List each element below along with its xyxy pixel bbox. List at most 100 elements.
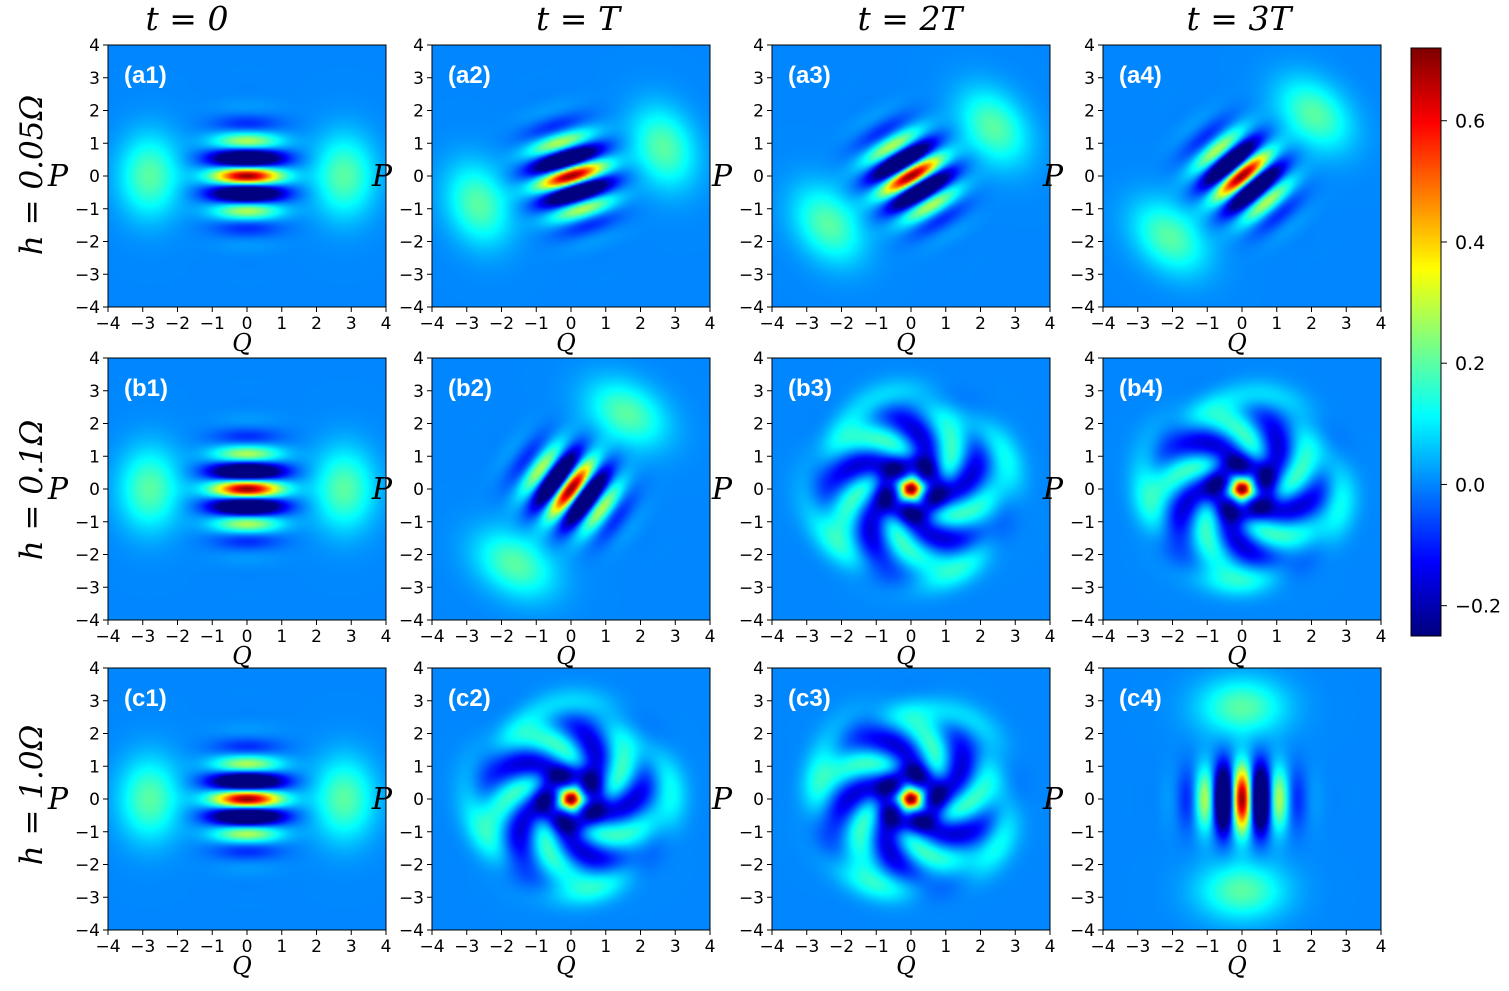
y-tick-label: 3	[1084, 69, 1095, 89]
x-tick-label: 4	[381, 627, 392, 647]
x-tick-label: −4	[759, 937, 784, 957]
heatmap-image	[432, 668, 710, 930]
x-tick-label: 0	[566, 937, 577, 957]
x-tick-label: −4	[95, 314, 120, 334]
x-tick-label: −4	[759, 627, 784, 647]
x-tick-label: −1	[200, 314, 225, 334]
y-tick-label: 4	[89, 36, 100, 56]
y-tick-label: −2	[399, 546, 424, 566]
y-axis-label: P	[47, 782, 69, 817]
x-tick-label: −4	[1090, 314, 1115, 334]
y-tick-label: −3	[1070, 578, 1095, 598]
y-tick-label: 2	[753, 725, 764, 745]
y-tick-label: −4	[399, 298, 424, 318]
x-tick-label: 3	[1341, 937, 1352, 957]
heatmap-image	[772, 358, 1050, 620]
panel-label: (c4)	[1119, 685, 1162, 712]
x-tick-label: 2	[1306, 627, 1317, 647]
heatmap-image	[432, 45, 710, 307]
y-tick-label: −3	[399, 265, 424, 285]
x-tick-label: −3	[130, 314, 155, 334]
x-tick-label: 1	[600, 937, 611, 957]
x-axis-label: Q	[556, 952, 576, 980]
x-axis-label: Q	[896, 952, 916, 980]
x-tick-label: 2	[975, 937, 986, 957]
x-axis-label: Q	[1227, 329, 1247, 357]
y-tick-label: 0	[413, 480, 424, 500]
x-tick-label: 1	[1271, 627, 1282, 647]
y-tick-label: 2	[413, 725, 424, 745]
x-tick-label: −2	[1160, 627, 1185, 647]
x-tick-label: 4	[381, 314, 392, 334]
y-tick-label: −1	[75, 513, 100, 533]
y-tick-label: 3	[413, 692, 424, 712]
y-tick-label: 3	[413, 382, 424, 402]
panel-c2: (c2) −4 −3 −2 −1 0 1 2 3 4 4 3 2 1 0 −1 −2 −3 −4 Q P	[371, 659, 716, 980]
x-tick-label: 2	[1306, 314, 1317, 334]
colorbar-frame	[1410, 47, 1442, 637]
y-tick-label: 4	[413, 349, 424, 369]
x-axis-label: Q	[896, 329, 916, 357]
panel-b4: (b4) −4 −3 −2 −1 0 1 2 3 4 4 3 2 1 0 −1 −2 −3 −4 Q P	[1042, 349, 1387, 670]
panel-b3: (b3) −4 −3 −2 −1 0 1 2 3 4 4 3 2 1 0 −1 −2 −3 −4 Q P	[711, 349, 1056, 670]
x-tick-label: −2	[165, 314, 190, 334]
x-tick-label: −1	[1195, 937, 1220, 957]
x-axis-label: Q	[556, 329, 576, 357]
y-tick-label: 4	[1084, 659, 1095, 679]
x-tick-label: −2	[489, 937, 514, 957]
y-tick-label: −4	[75, 921, 100, 941]
x-tick-label: 4	[381, 937, 392, 957]
y-tick-label: 3	[753, 692, 764, 712]
x-tick-label: −3	[454, 937, 479, 957]
x-axis-label: Q	[232, 329, 252, 357]
y-tick-label: 3	[413, 69, 424, 89]
x-tick-label: 4	[1045, 937, 1056, 957]
heatmap-image	[1103, 358, 1381, 620]
x-tick-label: 0	[906, 314, 917, 334]
y-tick-label: −4	[75, 298, 100, 318]
y-tick-label: 4	[1084, 349, 1095, 369]
x-tick-label: −1	[864, 314, 889, 334]
y-tick-label: 1	[413, 134, 424, 154]
y-tick-label: 0	[753, 790, 764, 810]
y-tick-label: 4	[753, 659, 764, 679]
colorbar-tick-label: 0.6	[1455, 111, 1485, 133]
y-tick-label: 0	[89, 480, 100, 500]
y-axis-label: P	[1042, 472, 1064, 507]
y-tick-label: 4	[413, 36, 424, 56]
x-tick-label: 4	[705, 627, 716, 647]
x-tick-label: 1	[1271, 314, 1282, 334]
y-tick-label: 1	[753, 757, 764, 777]
x-tick-label: 4	[1376, 314, 1387, 334]
x-tick-label: 1	[1271, 937, 1282, 957]
heatmap-image	[772, 45, 1050, 307]
panel-label: (c1)	[124, 685, 167, 712]
y-tick-label: −4	[739, 921, 764, 941]
y-tick-label: −3	[75, 888, 100, 908]
y-tick-label: 2	[89, 102, 100, 122]
y-tick-label: 1	[413, 447, 424, 467]
y-tick-label: −3	[1070, 265, 1095, 285]
x-tick-label: 3	[670, 314, 681, 334]
y-tick-label: −1	[399, 823, 424, 843]
x-tick-label: 1	[276, 314, 287, 334]
y-tick-label: 0	[413, 790, 424, 810]
panel-a1: (a1) −4 −3 −2 −1 0 1 2 3 4 4 3 2 1 0 −1 −2 −3 −4 Q P	[47, 36, 392, 357]
x-tick-label: −1	[200, 627, 225, 647]
y-tick-label: −3	[739, 888, 764, 908]
x-axis-label: Q	[232, 952, 252, 980]
x-tick-label: −4	[95, 937, 120, 957]
y-tick-label: −4	[75, 611, 100, 631]
panel-label: (a4)	[1119, 62, 1162, 89]
panel-label: (b1)	[124, 375, 168, 402]
x-axis-label: Q	[1227, 952, 1247, 980]
y-tick-label: 4	[753, 36, 764, 56]
x-tick-label: 0	[906, 937, 917, 957]
y-tick-label: −2	[1070, 856, 1095, 876]
x-tick-label: 3	[346, 314, 357, 334]
x-tick-label: −3	[130, 627, 155, 647]
y-tick-label: −4	[1070, 611, 1095, 631]
y-tick-label: −1	[399, 513, 424, 533]
colorbar-tick-label: 0.4	[1455, 232, 1485, 254]
y-tick-label: 2	[753, 102, 764, 122]
